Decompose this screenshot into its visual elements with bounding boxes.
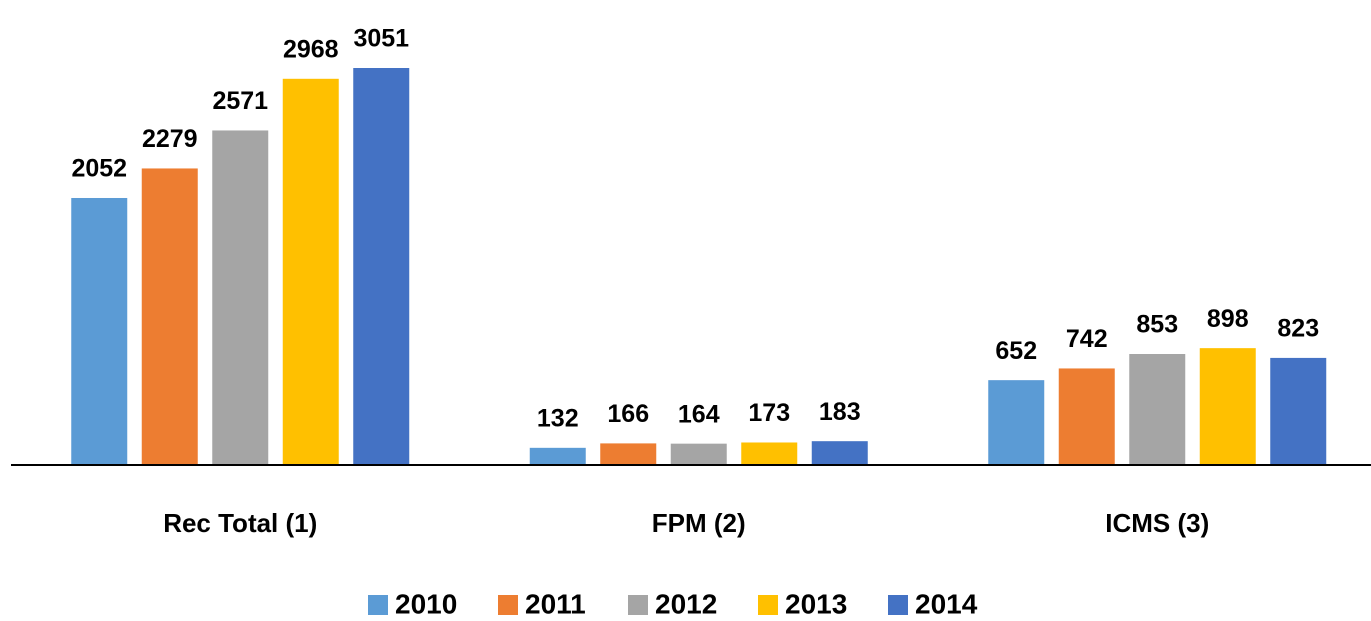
value-label: 183 [819,398,861,426]
value-label: 652 [995,337,1037,365]
value-label: 2571 [212,87,268,115]
legend-label: 2012 [655,588,717,619]
bar [71,197,128,465]
value-label: 2052 [71,155,127,183]
legend-swatch [368,595,388,615]
bar [529,447,586,465]
bar [353,68,410,465]
bar [1058,368,1115,465]
bar [988,380,1045,465]
bar [1129,354,1186,465]
bar [600,443,657,465]
legend-swatch [498,595,518,615]
legend-label: 2013 [785,588,847,619]
bar [811,441,868,465]
bar [282,78,339,466]
bar [670,443,727,465]
legend-swatch [888,595,908,615]
legend-swatch [758,595,778,615]
legend-label: 2010 [395,588,457,619]
value-label: 853 [1136,311,1178,339]
value-label: 742 [1066,325,1108,353]
value-label: 166 [607,400,649,428]
value-label: 823 [1277,315,1319,343]
bar [741,442,798,465]
value-label: 173 [748,399,790,427]
x-tick-label: ICMS (3) [1105,508,1209,538]
value-label: 898 [1207,305,1249,333]
bar [1199,348,1256,465]
value-label: 2968 [283,35,339,63]
legend-label: 2014 [915,588,978,619]
x-tick-label: FPM (2) [652,508,746,538]
value-label: 164 [678,400,720,428]
bar [141,168,198,466]
bar [212,130,269,466]
x-tick-label: Rec Total (1) [163,508,317,538]
legend-label: 2011 [525,588,586,619]
value-label: 132 [537,404,579,432]
value-label: 3051 [353,25,409,53]
value-label: 2279 [142,125,198,153]
bar [1270,357,1327,465]
legend-swatch [628,595,648,615]
